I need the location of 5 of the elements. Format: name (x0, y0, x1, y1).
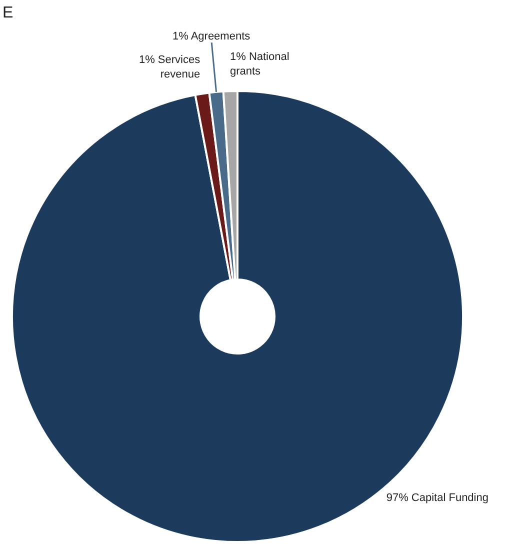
slice-label: 1% National grants (230, 51, 290, 78)
chart-title: E (2, 4, 14, 22)
slice-label: 1% Agreements (172, 30, 251, 43)
slice-label: 1% Services revenue (138, 54, 201, 80)
slice-label: 97% Capital Funding (386, 492, 488, 504)
